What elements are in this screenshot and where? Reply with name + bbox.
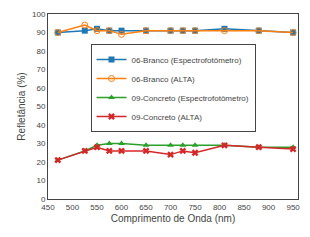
svg-text:550: 550 — [90, 203, 104, 212]
svg-text:850: 850 — [237, 203, 251, 212]
svg-text:90: 90 — [36, 28, 45, 37]
svg-text:20: 20 — [36, 158, 45, 167]
svg-text:80: 80 — [36, 47, 45, 56]
svg-text:Refletância (%): Refletância (%) — [16, 72, 27, 140]
svg-text:06-Branco (ALTA): 06-Branco (ALTA) — [132, 75, 196, 84]
svg-text:40: 40 — [36, 121, 45, 130]
svg-text:750: 750 — [188, 203, 202, 212]
svg-text:60: 60 — [36, 84, 45, 93]
svg-text:09-Concreto (ALTA): 09-Concreto (ALTA) — [132, 113, 203, 122]
svg-text:900: 900 — [262, 203, 276, 212]
svg-text:70: 70 — [36, 65, 45, 74]
svg-text:500: 500 — [66, 203, 80, 212]
svg-text:30: 30 — [36, 139, 45, 148]
svg-text:450: 450 — [41, 203, 55, 212]
svg-text:09-Concreto (Espectrofotômetro: 09-Concreto (Espectrofotômetro) — [132, 94, 249, 103]
svg-text:700: 700 — [164, 203, 178, 212]
svg-text:950: 950 — [286, 203, 300, 212]
svg-text:800: 800 — [213, 203, 227, 212]
svg-text:650: 650 — [139, 203, 153, 212]
svg-text:600: 600 — [115, 203, 129, 212]
svg-text:10: 10 — [36, 176, 45, 185]
svg-text:06-Branco (Espectrofotômetro): 06-Branco (Espectrofotômetro) — [132, 56, 242, 65]
svg-text:0: 0 — [41, 195, 46, 204]
svg-text:Comprimento de Onda (nm): Comprimento de Onda (nm) — [111, 213, 236, 224]
svg-text:100: 100 — [32, 10, 46, 19]
svg-text:50: 50 — [36, 102, 45, 111]
